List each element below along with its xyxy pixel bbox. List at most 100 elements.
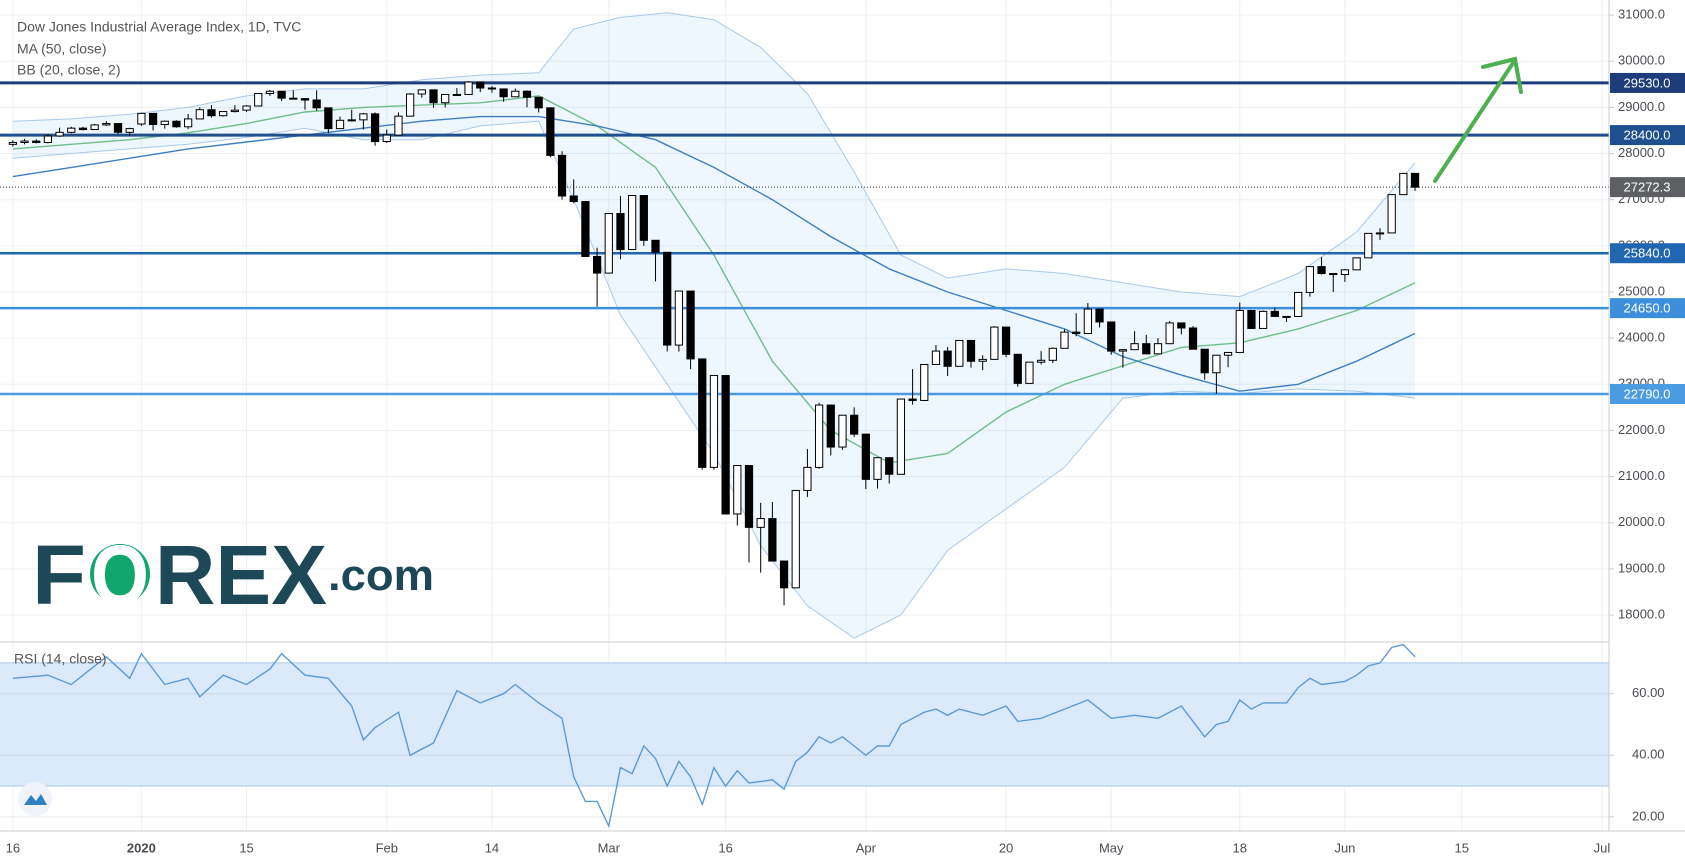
candle-body [639, 195, 648, 241]
logo-suffix: .com [328, 551, 434, 600]
candle-body [90, 124, 99, 131]
candle-body [1270, 310, 1279, 317]
candle-body [1329, 273, 1338, 276]
candle-body [1083, 308, 1092, 335]
candle-body [55, 131, 64, 137]
candle-body [826, 404, 835, 448]
candle-body [861, 433, 870, 480]
bb-fill [12, 12, 1416, 639]
candle-body [663, 251, 672, 346]
candle-body [43, 135, 53, 143]
candle-body [756, 518, 765, 528]
candle-body [966, 339, 976, 362]
chart-title: Dow Jones Industrial Average Index, 1D, … [17, 19, 301, 35]
candle-body [885, 457, 894, 475]
candle-body [335, 119, 345, 130]
candle-body [324, 107, 333, 130]
candle-body [441, 93, 450, 104]
candle-body [394, 115, 403, 136]
x-tick-label: Feb [376, 840, 398, 855]
candle-body [1025, 361, 1034, 384]
trend-arrow [1433, 56, 1523, 183]
candle-body [557, 154, 567, 197]
candle-body [1294, 291, 1303, 317]
candle-body [955, 339, 964, 367]
candle-body [242, 105, 251, 111]
candle-body [78, 127, 88, 131]
candle-body [20, 140, 29, 143]
candle-body [604, 213, 613, 274]
logo-letter: O [91, 528, 149, 622]
candle-body [207, 109, 216, 117]
candle-body [347, 119, 356, 122]
ma50-line [12, 115, 1416, 392]
candle-body [744, 465, 754, 528]
candle-body [1235, 309, 1244, 353]
candle-body [920, 363, 929, 401]
candle-body [1165, 322, 1174, 345]
rsi-tick-label: 60.00 [1632, 685, 1665, 700]
candle-body [896, 398, 906, 475]
candle-body [499, 88, 508, 98]
candle-body [429, 89, 438, 104]
candle-body [569, 195, 578, 203]
candle-body [102, 123, 111, 126]
tv-icon-shape [24, 794, 47, 805]
candle-body [172, 120, 181, 128]
y-tick-label: 31000.0 [1618, 7, 1665, 22]
candle-body [230, 109, 239, 113]
level-badge-label: 24650.0 [1624, 301, 1671, 316]
candle-body [651, 239, 660, 253]
candle-body [721, 375, 730, 515]
level-badge [1610, 72, 1685, 93]
level-badge [1610, 383, 1685, 404]
candle-body [522, 90, 532, 98]
candle-body [1188, 327, 1198, 350]
candle-body [616, 213, 625, 251]
candle-body [1013, 353, 1022, 384]
candle-body [674, 290, 684, 346]
candle-body [1130, 343, 1139, 351]
candle-body [1072, 331, 1081, 335]
candle-body [1118, 349, 1128, 352]
candle-body [534, 96, 543, 109]
candle-body [978, 358, 987, 362]
candle-body [1399, 172, 1408, 196]
candle-body [452, 93, 461, 96]
candle-body [698, 358, 707, 468]
candle-body [265, 90, 275, 95]
arrow-shaft [1433, 58, 1517, 183]
x-tick-label: 15 [239, 840, 253, 855]
candle-body [137, 112, 146, 125]
plot-layer [0, 0, 1614, 831]
candle-body [1340, 269, 1350, 275]
bb-basis-line [12, 95, 1416, 464]
candle-body [1305, 266, 1314, 293]
level-badge-label: 29530.0 [1624, 75, 1671, 90]
candle-body [511, 90, 520, 98]
candle-body [1410, 172, 1420, 188]
candle-body [943, 350, 952, 367]
candle-body [1001, 326, 1011, 355]
candle-body [814, 404, 824, 468]
y-tick-label: 22000.0 [1618, 422, 1665, 437]
level-badge-label: 28400.0 [1624, 128, 1671, 143]
candle-body [1317, 266, 1326, 275]
candle-body [686, 290, 695, 360]
logo: F O REX .com [32, 528, 434, 622]
candle-body [733, 465, 742, 515]
rsi-tick-label: 20.00 [1632, 808, 1665, 823]
candle-body [908, 398, 917, 401]
level-badge [1610, 298, 1685, 319]
candle-body [873, 457, 882, 480]
candle-body [1107, 321, 1116, 352]
rsi-label: RSI (14, close) [14, 651, 107, 667]
y-tick-label: 28000.0 [1618, 145, 1665, 160]
tv-icon-bg [18, 782, 52, 816]
candle-body [779, 560, 789, 589]
level-badge-label: 22790.0 [1624, 386, 1671, 401]
candle-body [1259, 310, 1268, 329]
x-tick-label: 16 [6, 840, 20, 855]
candle-body [464, 81, 473, 95]
